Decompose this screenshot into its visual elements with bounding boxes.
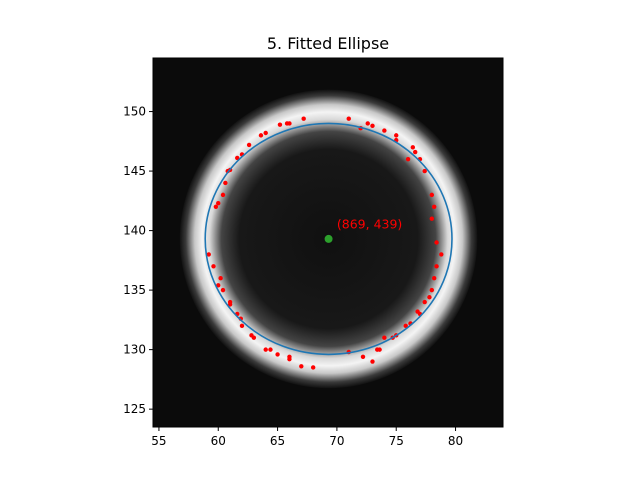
edge-point xyxy=(213,204,219,209)
x-tick-label: 65 xyxy=(270,434,285,448)
edge-points xyxy=(206,116,444,370)
edge-point xyxy=(275,352,280,357)
edge-point xyxy=(413,149,418,155)
x-tick-label: 75 xyxy=(389,434,404,448)
x-tick-label: 70 xyxy=(329,434,344,448)
edge-point xyxy=(422,168,427,174)
edge-point xyxy=(263,347,268,352)
edge-point xyxy=(394,133,399,138)
x-tick-label: 60 xyxy=(211,434,226,448)
y-tick-label: 130 xyxy=(123,343,146,357)
edge-point xyxy=(206,252,211,257)
edge-point xyxy=(263,130,268,136)
edge-point xyxy=(382,335,387,340)
x-axis: 55 60 65 70 75 80 xyxy=(151,427,463,448)
edge-point xyxy=(258,133,264,138)
edge-point xyxy=(403,323,408,329)
x-tick-label: 55 xyxy=(151,434,166,448)
edge-point xyxy=(220,192,226,198)
edge-point xyxy=(365,121,370,126)
chart-title: 5. Fitted Ellipse xyxy=(267,34,389,53)
edge-point xyxy=(277,122,283,127)
edge-point xyxy=(434,264,439,269)
edge-point xyxy=(220,287,226,293)
edge-point xyxy=(310,365,316,370)
edge-point xyxy=(427,295,432,300)
plot-frame xyxy=(152,57,504,428)
edge-point xyxy=(223,180,228,186)
edge-point xyxy=(370,123,375,129)
edge-point xyxy=(216,201,221,206)
edge-point xyxy=(287,121,292,126)
fitted-ellipse xyxy=(204,122,453,356)
edge-point xyxy=(431,204,437,209)
y-tick-label: 135 xyxy=(123,283,146,297)
edge-point xyxy=(422,299,427,305)
edge-point xyxy=(287,356,292,362)
edge-point xyxy=(370,359,375,364)
edge-point xyxy=(216,283,221,288)
plot-area xyxy=(153,58,503,427)
edge-point xyxy=(360,354,366,359)
edge-point xyxy=(405,156,411,162)
edge-point xyxy=(429,287,435,293)
edge-point xyxy=(239,323,245,329)
edge-point xyxy=(439,252,444,257)
x-tick-label: 80 xyxy=(448,434,463,448)
edge-point xyxy=(227,302,233,307)
edge-point xyxy=(246,142,252,148)
center-point xyxy=(324,234,333,243)
y-axis: 125 130 135 140 145 150 xyxy=(123,105,153,416)
edge-point xyxy=(301,116,306,121)
y-tick-label: 140 xyxy=(123,224,146,238)
edge-point xyxy=(431,276,437,281)
edge-point xyxy=(382,128,387,133)
edge-point xyxy=(429,192,435,198)
edge-point xyxy=(211,264,216,269)
edge-point xyxy=(410,145,416,150)
y-tick-label: 145 xyxy=(123,164,146,178)
edge-point xyxy=(299,364,304,369)
edge-point xyxy=(377,347,382,352)
center-annotation: (869, 439) xyxy=(337,217,402,232)
edge-point xyxy=(251,335,257,340)
edge-point xyxy=(268,347,273,352)
edge-point xyxy=(346,116,351,121)
edge-point xyxy=(429,216,435,221)
edge-point xyxy=(434,240,439,245)
y-tick-label: 125 xyxy=(123,402,146,416)
y-tick-label: 150 xyxy=(123,105,146,119)
edge-point xyxy=(218,276,223,281)
